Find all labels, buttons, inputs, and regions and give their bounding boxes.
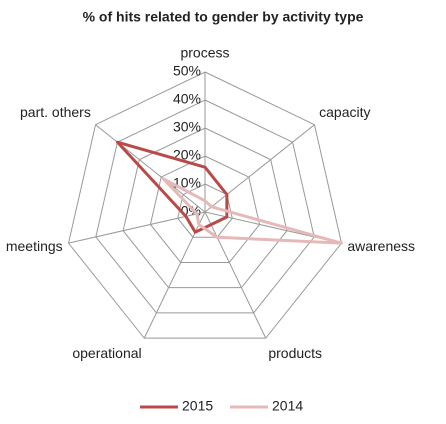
r-tick-label: 50% [173,63,201,79]
grid-ring [95,99,315,314]
legend-label: 2014 [272,398,303,414]
chart-title: % of hits related to gender by activity … [83,9,364,25]
legend-label: 2015 [182,398,213,414]
series-line [161,177,343,245]
r-tick-label: 30% [173,119,201,135]
category-label: products [268,345,322,361]
grid-ring [67,71,343,339]
spoke [68,211,206,244]
category-label: part. others [20,104,91,120]
spoke [204,211,267,339]
grid-ring [149,155,261,263]
spoke [204,124,315,213]
category-label: process [180,45,229,61]
grid-ring [122,127,288,289]
category-label: awareness [347,238,415,254]
category-label: meetings [6,238,63,254]
spoke [95,124,206,213]
r-tick-label: 10% [173,175,201,191]
category-label: capacity [319,104,370,120]
category-label: operational [72,345,141,361]
r-tick-label: 40% [173,91,201,107]
